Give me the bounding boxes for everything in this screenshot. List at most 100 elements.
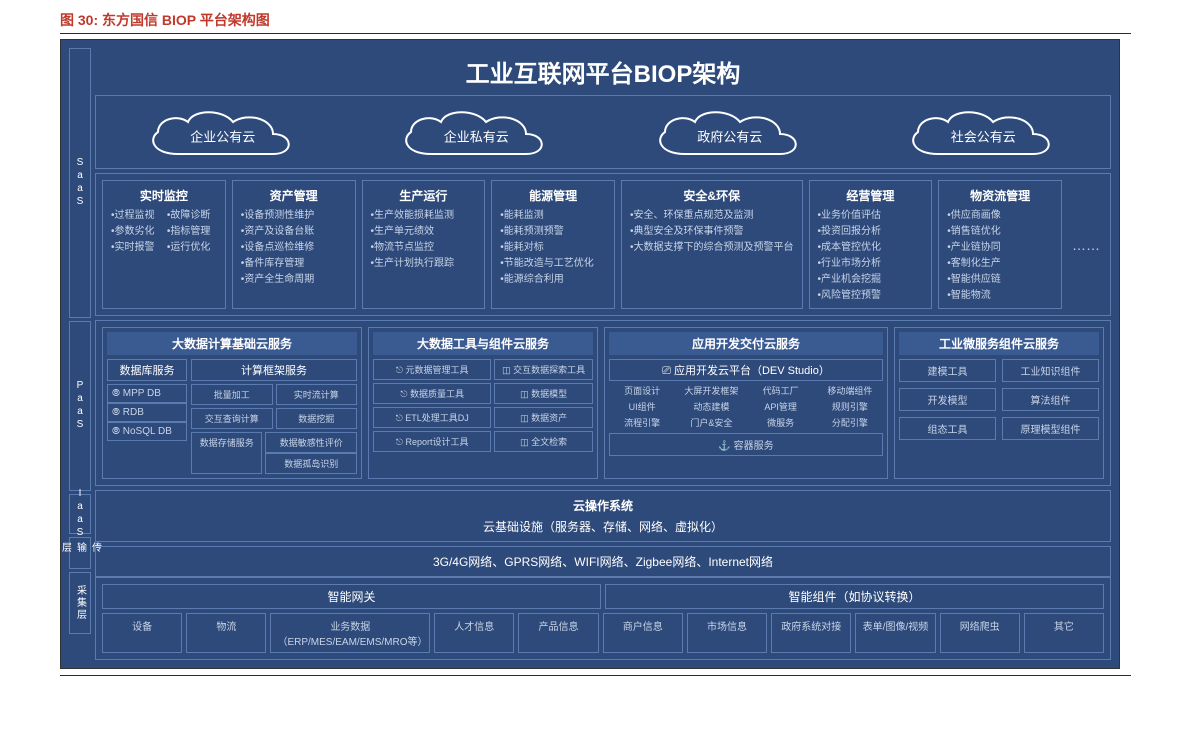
dev-item: 门户&安全: [678, 416, 744, 429]
collect-head: 智能组件（如协议转换）: [605, 584, 1104, 609]
collect-chip: 其它: [1024, 613, 1104, 653]
paas-cell: 算法组件: [1002, 388, 1099, 411]
dev-studio-head: ⎚ 应用开发云平台（DEV Studio）: [609, 359, 883, 381]
paas-microservice: 工业微服务组件云服务建模工具工业知识组件开发模型算法组件组态工具原理模型组件: [894, 327, 1104, 479]
side-label: SaaS: [69, 48, 91, 318]
saas-column: 经营管理•业务价值评估•投资回报分析•成本管控优化•行业市场分析•产业机会挖掘•…: [809, 180, 933, 309]
iaas-head: 云操作系统: [102, 495, 1104, 516]
saas-items: •设备预测性维护•资产及设备台账•设备点巡检维修•备件库存管理•资产全生命周期: [237, 208, 351, 288]
saas-items: •安全、环保重点规范及监测•典型安全及环保事件预警•大数据支撑下的综合预测及预警…: [626, 208, 798, 256]
dev-item: 规则引擎: [817, 400, 883, 413]
paas-cell: 实时流计算: [276, 384, 358, 405]
figure-caption: 图 30: 东方国信 BIOP 平台架构图: [60, 10, 1131, 34]
paas-cell: ◫ 全文检索: [494, 431, 593, 452]
dev-item: 移动端组件: [817, 384, 883, 397]
main-column: 工业互联网平台BIOP架构 企业公有云企业私有云政府公有云社会公有云 实时监控•…: [95, 48, 1111, 660]
saas-items: •供应商画像•销售链优化•产业链协同•客制化生产•智能供应链•智能物流: [943, 208, 1057, 304]
saas-head: 实时监控: [107, 185, 221, 208]
iaas-sub: 云基础设施（服务器、存储、网络、虚拟化）: [102, 516, 1104, 537]
cloud-label: 社会公有云: [951, 126, 1016, 145]
saas-column: 安全&环保•安全、环保重点规范及监测•典型安全及环保事件预警•大数据支撑下的综合…: [621, 180, 803, 309]
collect-chip: 商户信息: [603, 613, 683, 653]
saas-column: 生产运行•生产效能损耗监测•生产单元绩效•物流节点监控•生产计划执行跟踪: [362, 180, 486, 309]
cloud-icon: 企业公有云: [133, 104, 313, 164]
collect-chip: 网络爬虫: [940, 613, 1020, 653]
saas-head: 资产管理: [237, 185, 351, 208]
dev-item: 流程引擎: [609, 416, 675, 429]
paas-cell: 数据存储服务: [191, 432, 262, 474]
side-label: 采集层: [69, 572, 91, 634]
compute-head: 计算框架服务: [191, 359, 357, 381]
saas-head: 生产运行: [367, 185, 481, 208]
dev-item: 分配引擎: [817, 416, 883, 429]
paas-section: 大数据计算基础云服务数据库服务⦾ MPP DB⦾ RDB⦾ NoSQL DB计算…: [95, 320, 1111, 486]
network-row: 3G/4G网络、GPRS网络、WIFI网络、Zigbee网络、Internet网…: [95, 546, 1111, 577]
cloud-label: 企业公有云: [190, 126, 255, 145]
saas-items: •能耗监测•能耗预测预警•能耗对标•节能改造与工艺优化•能源综合利用: [496, 208, 610, 288]
collect-head: 智能网关: [102, 584, 601, 609]
dev-item: 动态建模: [678, 400, 744, 413]
paas-cell: 工业知识组件: [1002, 359, 1099, 382]
collect-chip: 市场信息: [687, 613, 767, 653]
paas-head: 大数据计算基础云服务: [107, 332, 357, 355]
paas-cell: ⚓ 容器服务: [609, 433, 883, 456]
paas-cell: 组态工具: [899, 417, 996, 440]
collect-chip: 表单/图像/视频: [855, 613, 935, 653]
saas-items: •业务价值评估•投资回报分析•成本管控优化•行业市场分析•产业机会挖掘•风险管控…: [814, 208, 928, 304]
side-label: PaaS: [69, 321, 91, 491]
collect-chip: 设备: [102, 613, 182, 653]
db-head: 数据库服务: [107, 359, 187, 381]
side-label: IaaS: [69, 494, 91, 534]
ellipsis: ……: [1068, 237, 1104, 253]
paas-cell: ⎋ 元数据管理工具: [373, 359, 491, 380]
paas-bigdata-tools: 大数据工具与组件云服务⎋ 元数据管理工具◫ 交互数据探索工具⎋ 数据质量工具◫ …: [368, 327, 598, 479]
paas-cell: ⦾ MPP DB: [107, 384, 187, 403]
collect-chip: 业务数据（ERP/MES/EAM/EMS/MRO等）: [270, 613, 430, 653]
cloud-label: 企业私有云: [444, 126, 509, 145]
paas-app-dev: 应用开发交付云服务⎚ 应用开发云平台（DEV Studio）页面设计大屏开发框架…: [604, 327, 888, 479]
saas-items: •过程监视•参数劣化•实时报警•故障诊断•指标管理•运行优化: [107, 208, 221, 256]
paas-cell: ⎋ Report设计工具: [373, 431, 491, 452]
diagram-title: 工业互联网平台BIOP架构: [95, 48, 1111, 95]
paas-cell: 原理模型组件: [1002, 417, 1099, 440]
paas-head: 应用开发交付云服务: [609, 332, 883, 355]
dev-item: 微服务: [748, 416, 814, 429]
collect-chip: 产品信息: [518, 613, 598, 653]
iaas-section: 云操作系统 云基础设施（服务器、存储、网络、虚拟化）: [95, 490, 1111, 542]
paas-bigdata-compute: 大数据计算基础云服务数据库服务⦾ MPP DB⦾ RDB⦾ NoSQL DB计算…: [102, 327, 362, 479]
side-label: 传输层: [69, 537, 91, 569]
saas-items: •生产效能损耗监测•生产单元绩效•物流节点监控•生产计划执行跟踪: [367, 208, 481, 272]
cloud-label: 政府公有云: [697, 126, 762, 145]
paas-cell: 交互查询计算: [191, 408, 273, 429]
saas-head: 经营管理: [814, 185, 928, 208]
diagram-frame: SaaSPaaSIaaS传输层采集层 工业互联网平台BIOP架构 企业公有云企业…: [60, 39, 1120, 669]
diagram: SaaSPaaSIaaS传输层采集层 工业互联网平台BIOP架构 企业公有云企业…: [61, 40, 1119, 668]
saas-column: 实时监控•过程监视•参数劣化•实时报警•故障诊断•指标管理•运行优化: [102, 180, 226, 309]
paas-cell: 批量加工: [191, 384, 273, 405]
collect-section: 智能网关智能组件（如协议转换） 设备物流业务数据（ERP/MES/EAM/EMS…: [95, 577, 1111, 660]
paas-cell: 建模工具: [899, 359, 996, 382]
paas-cell: 开发模型: [899, 388, 996, 411]
cloud-icon: 政府公有云: [640, 104, 820, 164]
paas-cell: ⦾ NoSQL DB: [107, 422, 187, 441]
dev-item: UI组件: [609, 400, 675, 413]
paas-head: 大数据工具与组件云服务: [373, 332, 593, 355]
paas-cell: 数据敏感性评价: [265, 432, 357, 453]
dev-item: 代码工厂: [748, 384, 814, 397]
saas-head: 能源管理: [496, 185, 610, 208]
collect-chip: 物流: [186, 613, 266, 653]
bottom-rule: [60, 675, 1131, 676]
paas-cell: 数据挖掘: [276, 408, 358, 429]
saas-head: 物资流管理: [943, 185, 1057, 208]
paas-cell: ◫ 交互数据探索工具: [494, 359, 593, 380]
dev-item: 页面设计: [609, 384, 675, 397]
saas-column: 能源管理•能耗监测•能耗预测预警•能耗对标•节能改造与工艺优化•能源综合利用: [491, 180, 615, 309]
saas-column: 物资流管理•供应商画像•销售链优化•产业链协同•客制化生产•智能供应链•智能物流: [938, 180, 1062, 309]
saas-section: 实时监控•过程监视•参数劣化•实时报警•故障诊断•指标管理•运行优化资产管理•设…: [95, 173, 1111, 316]
saas-column: 资产管理•设备预测性维护•资产及设备台账•设备点巡检维修•备件库存管理•资产全生…: [232, 180, 356, 309]
paas-cell: ◫ 数据模型: [494, 383, 593, 404]
paas-head: 工业微服务组件云服务: [899, 332, 1099, 355]
paas-cell: ◫ 数据资产: [494, 407, 593, 428]
cloud-row: 企业公有云 企业私有云 政府公有云 社会公有云: [95, 95, 1111, 169]
cloud-icon: 社会公有云: [893, 104, 1073, 164]
